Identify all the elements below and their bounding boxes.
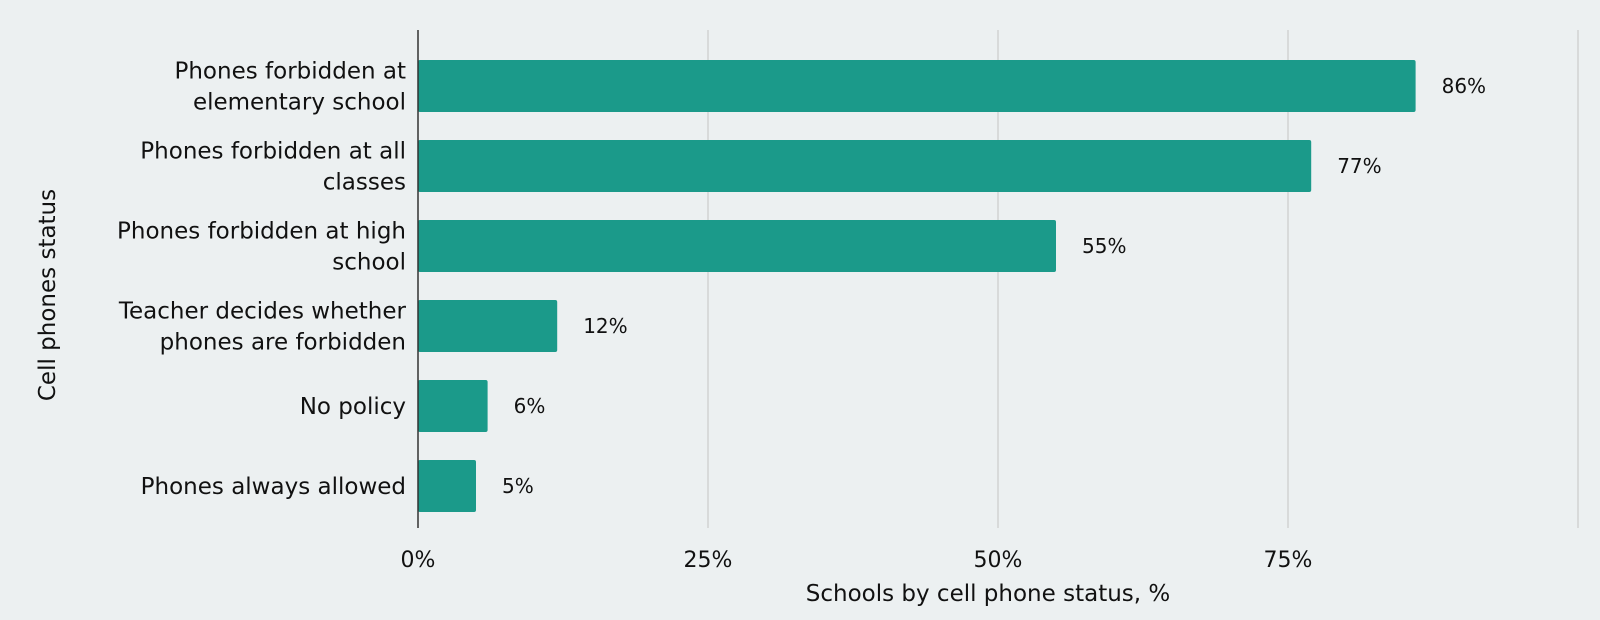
category-label-line: Phones forbidden at high (117, 219, 406, 245)
value-label: 77% (1337, 154, 1381, 178)
category-label-line: Phones forbidden at all (140, 139, 406, 165)
category-label: Teacher decides whether phones are forbid… (118, 299, 407, 356)
category-label: Phones forbidden at high school (117, 219, 406, 276)
category-label: Phones always allowed (141, 474, 406, 500)
value-label: 55% (1082, 234, 1126, 258)
x-tick-label: 50% (974, 548, 1023, 573)
gridlines (707, 30, 1579, 528)
value-label: 5% (502, 474, 534, 498)
value-label: 12% (583, 314, 627, 338)
bar (418, 220, 1056, 272)
category-label: Phones forbidden at elementary school (174, 59, 406, 116)
x-tick-labels: 0% 25% 50% 75% (401, 548, 1313, 573)
value-labels: 86% 77% 55% 12% 6% 5% (502, 74, 1486, 498)
value-label: 6% (514, 394, 546, 418)
category-label-line: Phones always allowed (141, 474, 406, 500)
bar (418, 380, 488, 432)
x-tick-label: 75% (1264, 548, 1313, 573)
bars (418, 60, 1416, 512)
x-tick-label: 25% (684, 548, 733, 573)
value-label: 86% (1442, 74, 1486, 98)
category-label-line: school (332, 250, 406, 276)
bar (418, 300, 558, 352)
category-label: No policy (300, 394, 406, 420)
x-tick-label: 0% (401, 548, 436, 573)
bar (418, 140, 1312, 192)
x-axis-title: Schools by cell phone status, % (806, 581, 1171, 607)
category-labels: Phones forbidden at elementary schoolPhon… (117, 59, 406, 501)
bar (418, 60, 1416, 112)
category-label-line: Teacher decides whether (118, 299, 407, 325)
category-label-line: phones are forbidden (160, 330, 406, 356)
category-label: Phones forbidden at all classes (140, 139, 406, 196)
category-label-line: No policy (300, 394, 406, 420)
y-axis-title: Cell phones status (35, 189, 61, 401)
category-label-line: Phones forbidden at (174, 59, 406, 85)
category-label-line: elementary school (193, 90, 406, 116)
category-label-line: classes (323, 170, 406, 196)
bar (418, 460, 476, 512)
